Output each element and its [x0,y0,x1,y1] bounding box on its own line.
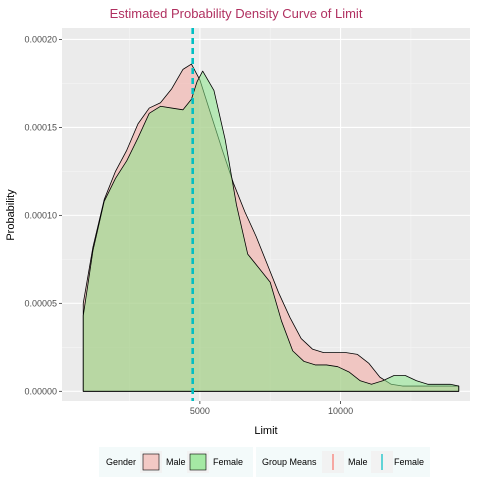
y-tick-label: 0.00015 [24,122,57,132]
y-tick-label: 0.00020 [24,34,57,44]
legend-gender-title: Gender [106,457,136,467]
legend-swatch-male [142,453,160,471]
legend-means: Group Means Male Female [256,447,430,477]
legend-gender: Gender Male Female [99,447,253,477]
legend-swatch-female [189,453,207,471]
legend-label-female: Female [213,457,243,467]
chart-title: Estimated Probability Density Curve of L… [110,6,363,21]
x-tick-label: 5000 [190,406,210,416]
legend-key-male [140,451,162,473]
density-areas [82,63,460,392]
x-axis-title: Limit [254,425,277,437]
x-tick-label: 10000 [328,406,353,416]
density-area-female [82,70,460,392]
y-axis-title: Probability [5,189,17,241]
y-axis: 0.00000 0.00005 0.00010 0.00015 0.00020 [24,34,62,396]
legend-gender-background [99,447,253,477]
legend-mean-male-label: Male [348,457,368,467]
y-tick-label: 0.00010 [24,210,57,220]
legend-mean-female-label: Female [394,457,424,467]
legend-means-title: Group Means [262,457,317,467]
y-tick-label: 0.00005 [24,298,57,308]
x-axis: 5000 10000 [190,401,353,416]
legend-label-male: Male [166,457,186,467]
legend-key-female [187,451,209,473]
y-tick-label: 0.00000 [24,386,57,396]
